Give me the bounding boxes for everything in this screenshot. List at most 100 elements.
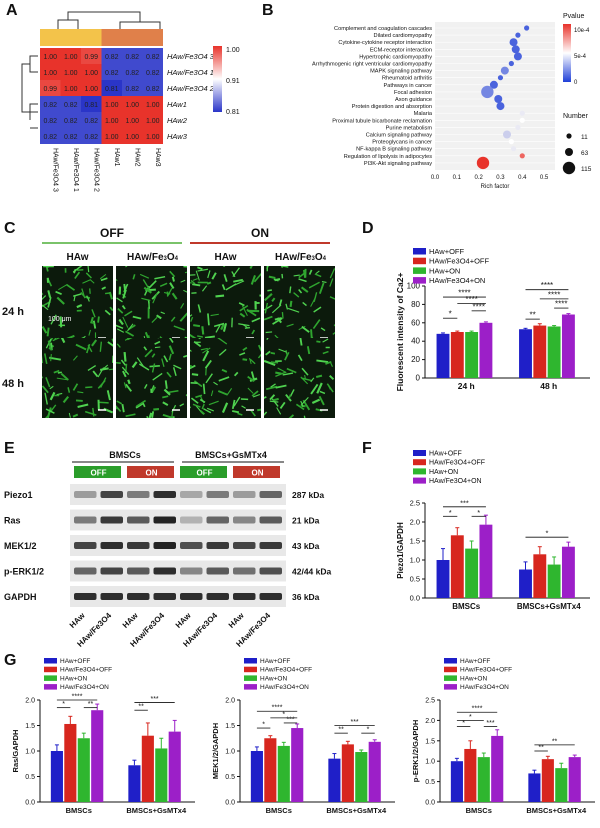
cell-mark xyxy=(257,344,261,352)
cell-mark xyxy=(238,302,245,307)
cell-mark xyxy=(57,371,62,374)
legend-label: HAw/Fe3O4+OFF xyxy=(429,257,490,266)
bar xyxy=(568,757,581,802)
cell-mark xyxy=(85,272,92,279)
cell-mark xyxy=(298,271,307,279)
panel-label-b: B xyxy=(262,2,274,19)
cell-mark xyxy=(98,401,109,404)
bar xyxy=(477,757,490,802)
cell-mark xyxy=(310,383,319,395)
category-label: BMSCs+GsMTx4 xyxy=(126,806,187,815)
heatmap-value: 1.00 xyxy=(43,70,57,77)
cell-mark xyxy=(44,392,48,405)
cell-mark xyxy=(273,278,279,282)
cell-mark xyxy=(118,318,124,326)
cell-mark xyxy=(90,321,95,324)
cell-mark xyxy=(200,347,208,351)
bar xyxy=(277,745,290,802)
cell-mark xyxy=(139,273,150,279)
cell-mark xyxy=(192,403,201,408)
protein-label: Piezo1 xyxy=(4,490,33,500)
bar xyxy=(341,744,354,802)
bubble-point xyxy=(519,110,525,116)
heatmap-cell xyxy=(81,80,102,96)
cell-mark xyxy=(241,305,248,317)
protein-band xyxy=(127,491,150,498)
cell-mark xyxy=(42,295,47,301)
micrograph-cells xyxy=(116,266,187,346)
legend-label: HAw+ON xyxy=(460,675,487,682)
cell-mark xyxy=(191,373,199,376)
x-tick: 0.4 xyxy=(518,175,527,181)
panel-label-f: F xyxy=(362,440,372,457)
y-tick-label: 2.0 xyxy=(25,698,35,705)
size-legend-dot xyxy=(565,148,573,156)
cell-mark xyxy=(172,367,177,377)
cell-mark xyxy=(322,350,329,355)
significance-label: *** xyxy=(350,719,358,726)
cell-mark xyxy=(92,407,95,417)
y-tick-label: 1.0 xyxy=(425,759,435,766)
cell-mark xyxy=(199,398,206,404)
cell-mark xyxy=(201,326,205,335)
legend-swatch xyxy=(44,675,57,681)
heatmap-value: 0.99 xyxy=(43,86,57,93)
legend-swatch xyxy=(444,675,457,681)
top-annotation-left xyxy=(40,29,102,32)
heatmap-cell xyxy=(81,112,102,128)
bubble-point xyxy=(524,25,530,31)
heatmap-col-label: HAw2 xyxy=(133,148,140,167)
off-underline xyxy=(42,242,182,244)
cell-mark xyxy=(221,284,226,291)
bar xyxy=(465,332,479,378)
cell-mark xyxy=(321,280,327,284)
cell-mark xyxy=(152,372,163,381)
bar xyxy=(547,564,561,598)
legend-label: HAw+ON xyxy=(429,469,458,476)
plot-bg xyxy=(435,22,555,170)
legend-swatch xyxy=(244,684,257,690)
cell-mark xyxy=(169,270,176,278)
cell-mark xyxy=(53,338,57,341)
y-tick-label: 0.0 xyxy=(410,594,420,603)
group-bar-right xyxy=(101,32,163,46)
significance-label: ** xyxy=(538,745,544,752)
protein-band xyxy=(74,516,97,524)
cell-mark xyxy=(151,353,156,358)
protein-band xyxy=(206,542,229,549)
cell-mark xyxy=(289,389,295,397)
cell-mark xyxy=(192,283,201,287)
cell-mark xyxy=(170,316,176,322)
heatmap-value: 0.81 xyxy=(84,102,98,109)
cell-mark xyxy=(300,376,309,385)
protein-band xyxy=(74,567,97,575)
protein-band xyxy=(153,593,176,600)
legend-swatch xyxy=(413,459,426,466)
heatmap-value: 0.81 xyxy=(105,86,119,93)
heatmap-value: 0.82 xyxy=(125,54,139,61)
x-tick: 0.0 xyxy=(431,175,440,181)
size-legend-label: 11 xyxy=(581,134,588,141)
significance-label: **** xyxy=(473,302,485,311)
y-tick-label: 1.5 xyxy=(225,723,235,730)
category-label: BMSCs xyxy=(452,602,481,611)
cell-mark xyxy=(213,381,218,386)
panel-label-d: D xyxy=(362,220,374,237)
cell-mark xyxy=(203,408,212,414)
cell-mark xyxy=(202,383,206,395)
cell-mark xyxy=(84,410,97,416)
significance-label: * xyxy=(545,529,548,538)
legend-label: HAw/Fe3O4+ON xyxy=(460,684,509,691)
bar xyxy=(168,731,181,802)
blot-strip xyxy=(70,586,286,607)
c-col-2: HAw/Fe3O4 xyxy=(127,252,178,263)
y-tick-label: 0.0 xyxy=(25,800,35,807)
cell-mark xyxy=(111,338,113,343)
legend-label: HAw+OFF xyxy=(60,658,90,665)
cell-mark xyxy=(151,316,158,324)
micrograph-tile xyxy=(264,338,335,418)
cell-mark xyxy=(197,268,209,272)
cell-mark xyxy=(72,266,83,273)
cell-mark xyxy=(73,293,82,297)
cell-mark xyxy=(265,350,271,356)
